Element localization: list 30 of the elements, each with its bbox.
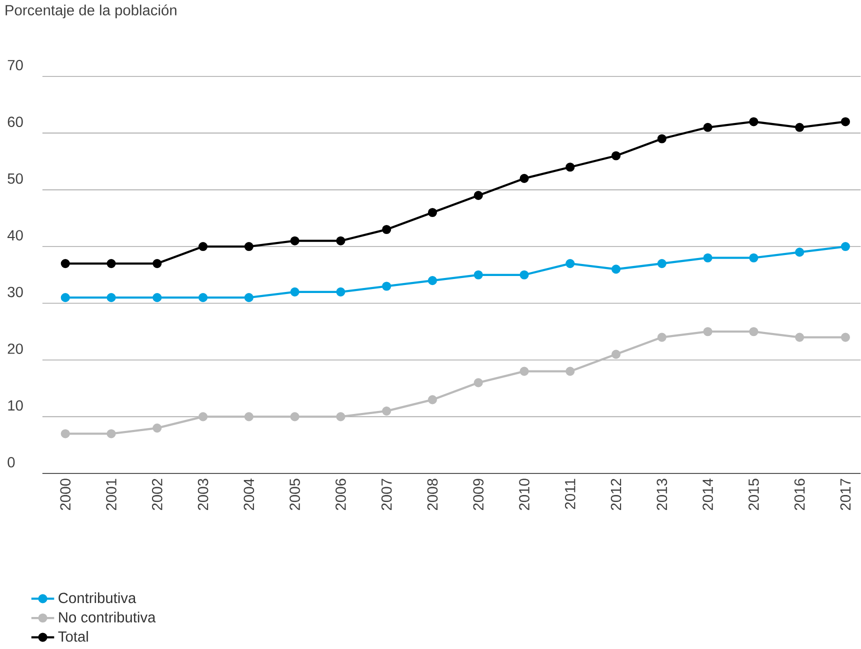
y-tick-label: 0 — [8, 457, 15, 468]
x-tick-label: 2011 — [564, 478, 576, 509]
legend-label: No contributiva — [59, 612, 156, 622]
x-tick-label: 2009 — [473, 478, 484, 510]
y-tick-label: 70 — [8, 60, 23, 70]
x-tick-label: 2002 — [152, 478, 162, 510]
x-tick-label: 2015 — [748, 478, 759, 510]
legend-label: Total — [58, 631, 88, 642]
y-tick-label: 20 — [8, 344, 23, 354]
x-tick-label: 2008 — [427, 478, 438, 510]
x-tick-label: 2000 — [60, 478, 71, 510]
x-tick-label: 2001 — [106, 478, 116, 510]
y-tick-label: 40 — [7, 230, 23, 240]
y-tick-label: 10 — [8, 400, 23, 411]
x-tick-label: 2014 — [702, 478, 713, 510]
x-tick-label: 2012 — [610, 478, 622, 510]
x-tick-label: 2016 — [794, 478, 805, 510]
y-tick-label: 60 — [8, 116, 23, 128]
legend-label: Contributiva — [58, 592, 136, 604]
x-tick-label: 2007 — [381, 478, 392, 510]
x-tick-label: 2017 — [840, 478, 851, 510]
x-tick-label: 2004 — [244, 478, 254, 510]
x-tick-label: 2005 — [290, 478, 300, 510]
x-tick-label: 2013 — [656, 478, 668, 510]
x-tick-label: 2003 — [198, 478, 208, 510]
x-tick-label: 2006 — [336, 478, 346, 510]
y-axis-title: Porcentaje de la población — [6, 4, 176, 18]
y-tick-label: 30 — [8, 286, 23, 298]
y-tick-label: 50 — [8, 173, 23, 184]
x-tick-label: 2010 — [519, 478, 530, 510]
